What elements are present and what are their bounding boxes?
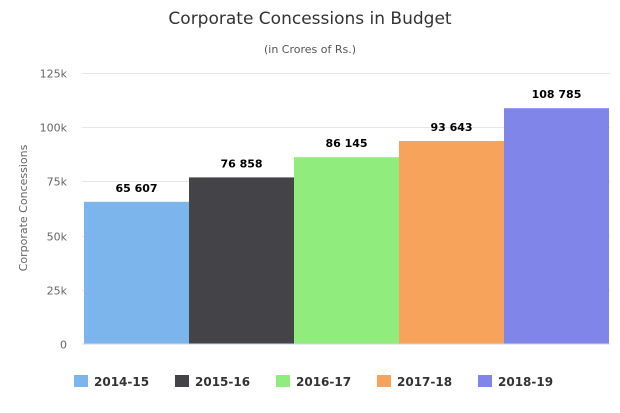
y-axis-ticks: 0 25k 50k 75k 100k 125k [40, 68, 68, 352]
legend-swatch [377, 375, 391, 387]
legend-item-label: 2014-15 [94, 375, 149, 389]
legend-swatch [478, 375, 492, 387]
data-label: 76 858 [220, 157, 262, 170]
y-axis-title: Corporate Concessions [17, 144, 30, 271]
bar-2018-19 [504, 108, 609, 344]
legend-swatch [276, 375, 290, 387]
chart-subtitle: (in Crores of Rs.) [264, 43, 356, 56]
chart-title: Corporate Concessions in Budget [168, 9, 451, 29]
legend-item-label: 2017-18 [397, 375, 452, 389]
y-tick-label: 25k [47, 285, 68, 298]
y-tick-label: 0 [60, 339, 67, 352]
y-tick-label: 100k [40, 122, 68, 135]
legend-swatch [74, 375, 88, 387]
data-labels: 65 607 76 858 86 145 93 643 108 785 [115, 88, 581, 195]
data-label: 65 607 [115, 182, 157, 195]
data-label: 93 643 [430, 121, 472, 134]
data-label: 108 785 [532, 88, 582, 101]
legend: 2014-15 2015-16 2016-17 2017-18 2018-19 [74, 375, 553, 389]
y-tick-label: 50k [47, 231, 68, 244]
y-tick-label: 125k [40, 68, 68, 81]
legend-item-label: 2016-17 [296, 375, 351, 389]
bars [84, 108, 609, 344]
legend-item-label: 2015-16 [195, 375, 250, 389]
bar-2016-17 [294, 157, 399, 344]
data-label: 86 145 [325, 137, 367, 150]
legend-item-label: 2018-19 [498, 375, 553, 389]
bar-2014-15 [84, 201, 189, 344]
y-tick-label: 75k [47, 176, 68, 189]
bar-2015-16 [189, 177, 294, 344]
bar-2017-18 [399, 141, 504, 344]
legend-swatch [175, 375, 189, 387]
